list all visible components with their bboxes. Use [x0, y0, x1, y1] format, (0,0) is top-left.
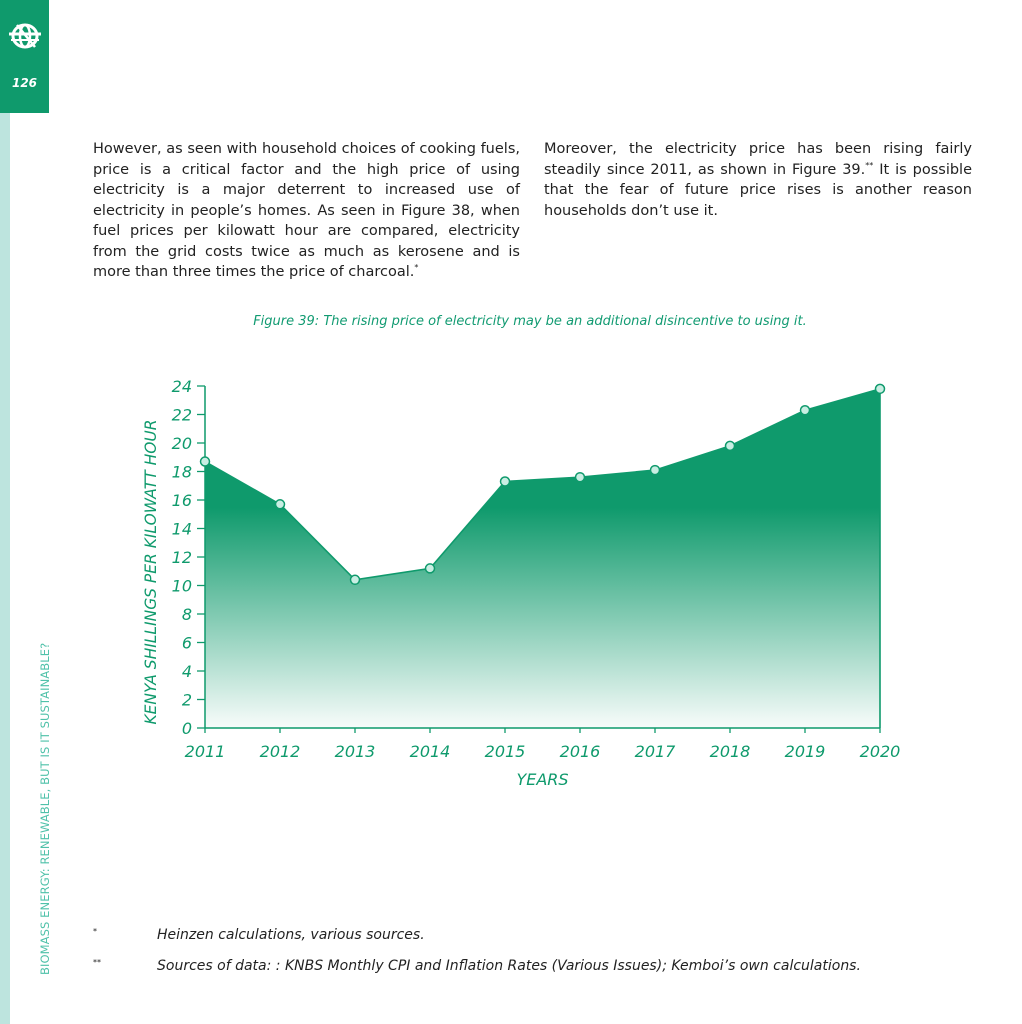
footnote-mark: * [93, 927, 97, 936]
figure-caption: Figure 39: The rising price of electrici… [253, 314, 807, 329]
data-point [424, 563, 436, 574]
y-tick-label: 10 [172, 577, 192, 596]
data-point [499, 476, 511, 487]
page-tab: 126 [0, 0, 49, 113]
y-axis-title: KENYA SHILLINGS PER KILOWATT HOUR [141, 420, 160, 725]
data-point [724, 440, 736, 452]
y-tick-label: 18 [172, 463, 192, 482]
x-tick-label: 2018 [710, 742, 751, 761]
data-point [349, 574, 361, 586]
footnote-text: Sources of data: : KNBS Monthly CPI and … [157, 958, 861, 974]
y-tick-label: 16 [172, 491, 192, 510]
running-title: BIOMASS ENERGY: RENEWABLE, BUT IS IT SUS… [38, 642, 52, 975]
data-point [199, 456, 211, 467]
body-paragraph-right-b: It is possible that the fear of future p… [544, 161, 972, 219]
page-number: 126 [11, 76, 38, 90]
x-tick-label: 2020 [860, 742, 901, 761]
body-paragraph-left: However, as seen with household choices … [93, 141, 520, 280]
body-text-left: However, as seen with household choices … [93, 139, 520, 283]
data-point [574, 471, 586, 483]
x-tick-label: 2012 [260, 742, 301, 761]
footnote-mark: ** [93, 958, 101, 967]
data-point [799, 404, 811, 416]
x-tick-label: 2015 [485, 742, 526, 761]
x-tick-label: 2011 [185, 742, 226, 761]
sidebar-stripe [0, 0, 10, 1024]
data-point [649, 464, 661, 476]
body-paragraph-right-a: Moreover, the electricity price has been… [544, 141, 972, 178]
x-tick-label: 2013 [335, 742, 376, 761]
x-tick-label: 2019 [785, 742, 826, 761]
data-point [874, 383, 886, 395]
footnote-ref: ** [865, 160, 874, 170]
x-tick-label: 2017 [635, 742, 677, 761]
y-tick-label: 12 [172, 548, 192, 567]
series-line [204, 388, 881, 581]
data-point [274, 499, 286, 510]
y-tick-label: 6 [182, 634, 192, 653]
y-tick-label: 8 [182, 605, 192, 624]
body-text-right: Moreover, the electricity price has been… [544, 139, 972, 221]
area-fill [205, 388, 880, 728]
x-tick-label: 2016 [560, 742, 601, 761]
y-tick-label: 0 [182, 719, 192, 738]
footnote-ref: * [414, 263, 419, 273]
y-tick-label: 14 [172, 520, 192, 539]
y-tick-label: 4 [182, 662, 192, 681]
x-axis-title: YEARS [516, 770, 568, 789]
y-tick-label: 24 [172, 377, 192, 396]
y-tick-label: 22 [172, 406, 192, 425]
y-tick-label: 2 [182, 691, 192, 710]
x-tick-label: 2014 [410, 742, 451, 761]
globe-logo-icon [9, 23, 41, 49]
y-tick-label: 20 [172, 434, 192, 453]
footnote-text: Heinzen calculations, various sources. [157, 927, 425, 943]
